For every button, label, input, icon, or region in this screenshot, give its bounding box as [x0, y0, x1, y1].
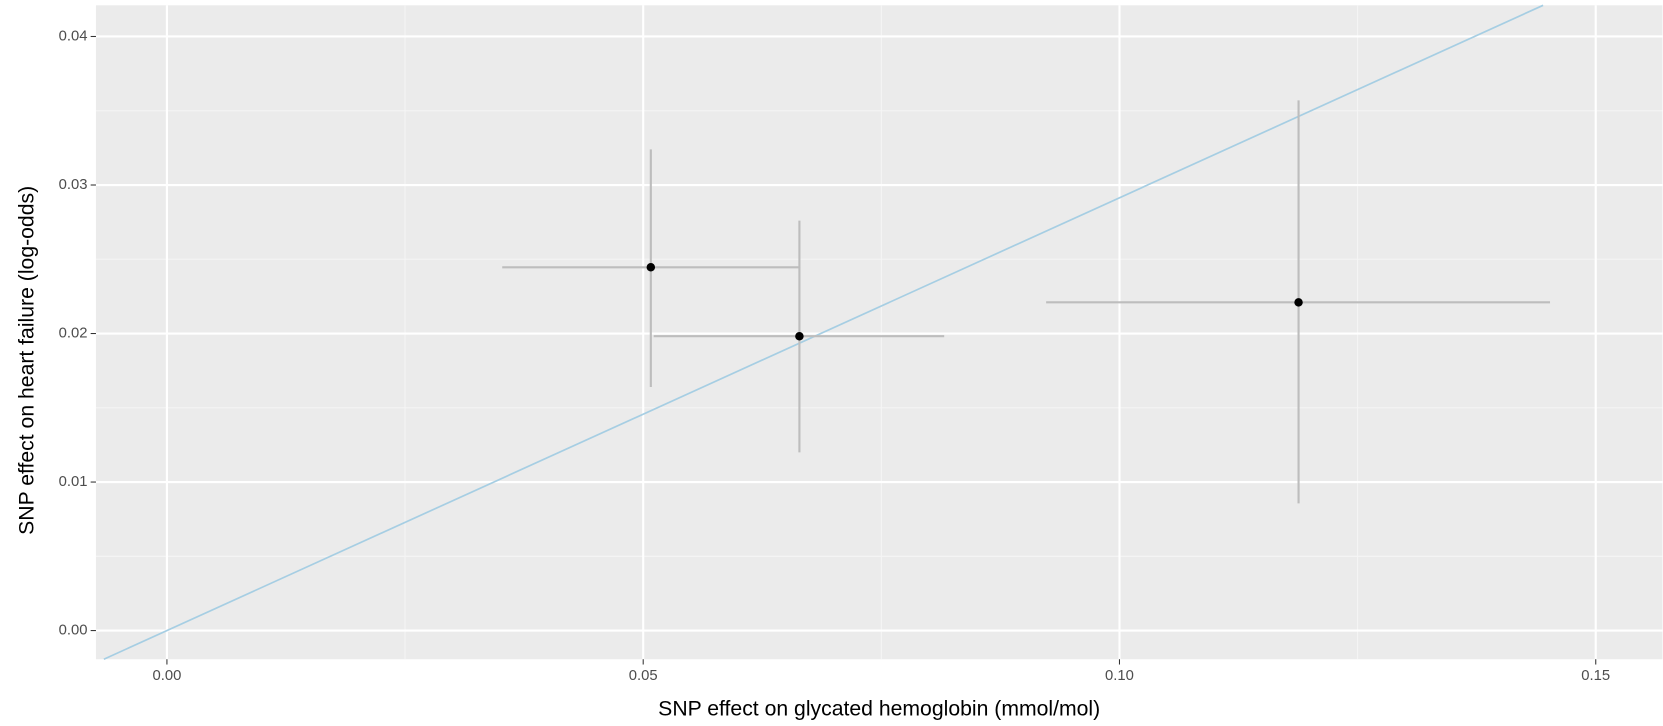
x-axis-title: SNP effect on glycated hemoglobin (mmol/…: [658, 698, 1100, 721]
point: [1294, 298, 1303, 307]
y-axis-title: SNP effect on heart failure (log-odds): [16, 186, 39, 535]
y-tick-label: 0.03: [59, 177, 88, 193]
fit-line: [103, 4, 1544, 661]
y-tick-label: 0.01: [59, 474, 88, 490]
point: [795, 331, 804, 341]
y-tick-label: 0.00: [59, 622, 88, 638]
x-tick-label: 0.10: [1105, 668, 1134, 684]
x-tick-label: 0.05: [629, 668, 658, 684]
x-tick-label: 0.00: [152, 668, 181, 684]
point: [646, 263, 656, 272]
panel-background: [95, 5, 1663, 660]
y-tick-label: 0.04: [59, 28, 88, 44]
y-tick-label: 0.02: [59, 325, 88, 341]
x-tick-label: 0.15: [1581, 668, 1610, 684]
